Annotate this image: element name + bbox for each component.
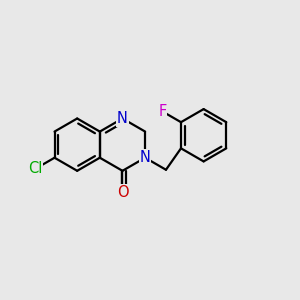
Text: F: F: [158, 104, 166, 119]
Text: N: N: [117, 111, 128, 126]
Text: O: O: [117, 185, 128, 200]
Text: Cl: Cl: [28, 161, 43, 176]
Text: N: N: [140, 150, 151, 165]
